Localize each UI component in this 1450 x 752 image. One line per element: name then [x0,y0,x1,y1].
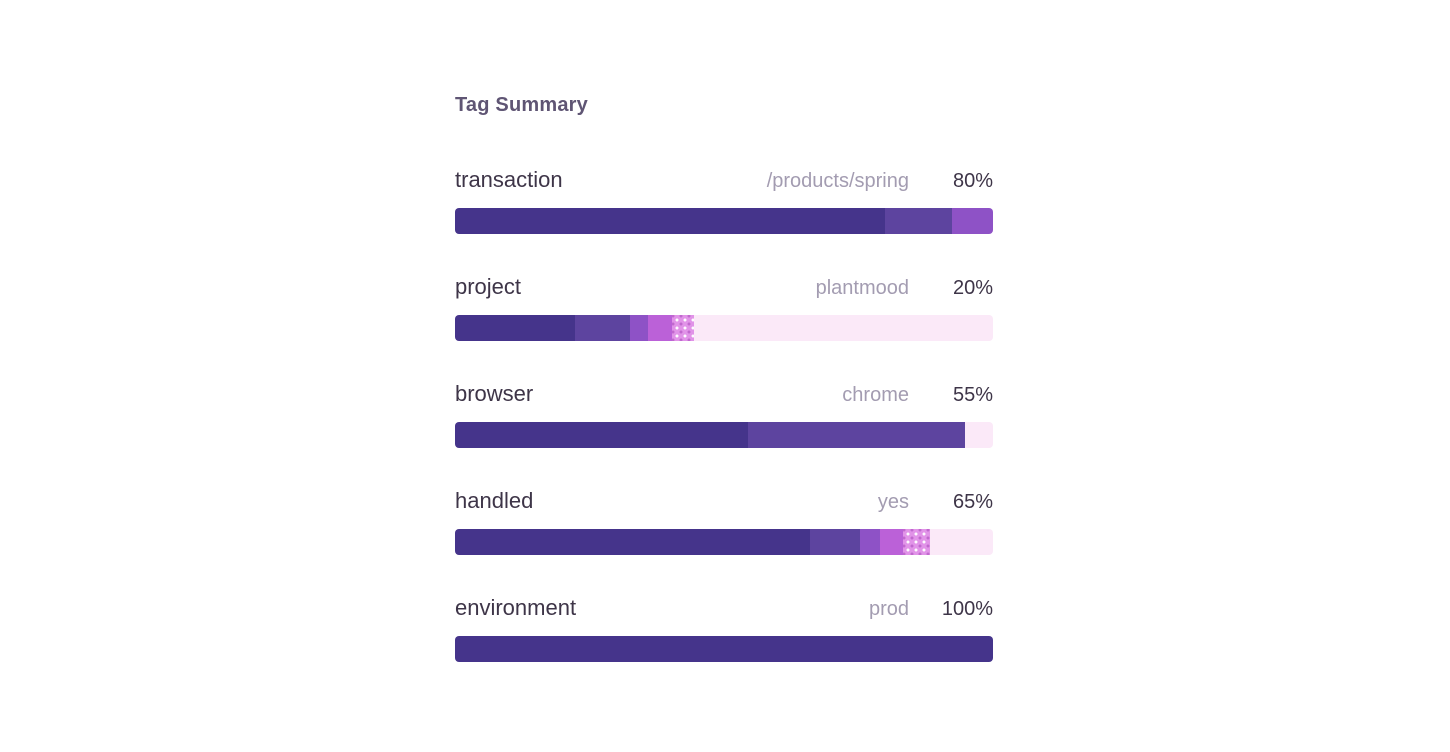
tag-row: project plantmood 20% [455,274,993,341]
bar-segment[interactable] [455,636,993,662]
tag-top-value: prod [868,598,909,620]
bar-segment[interactable] [629,315,648,341]
tag-percent: 65% [952,491,993,513]
tag-top-value: plantmood [815,277,909,299]
bar-segment[interactable] [455,422,749,448]
tag-top-value: /products/spring [766,170,909,192]
tag-name-link[interactable]: transaction [455,167,563,192]
tag-row-header: project plantmood 20% [455,274,993,301]
tag-name-link[interactable]: browser [455,381,534,406]
tag-name-link[interactable]: environment [455,595,577,620]
bar-segment-other[interactable] [903,529,931,555]
tag-row-header: handled yes 65% [455,488,993,515]
bar-segment[interactable] [574,315,630,341]
tag-row: transaction /products/spring 80% [455,167,993,234]
bar-segment[interactable] [455,315,575,341]
bar-segment[interactable] [810,529,861,555]
tag-name-link[interactable]: handled [455,488,534,513]
tag-percent: 80% [952,170,993,192]
bar-segment[interactable] [885,208,952,234]
bar-segment[interactable] [880,529,904,555]
tag-rows-list: transaction /products/spring 80% project… [455,167,993,662]
tag-percent: 100% [941,598,993,620]
tag-distribution-bar[interactable] [455,529,993,555]
tag-summary-panel: Tag Summary transaction /products/spring… [455,93,993,702]
tag-distribution-bar[interactable] [455,422,993,448]
tag-distribution-bar[interactable] [455,315,993,341]
tag-percent: 20% [952,277,993,299]
tag-distribution-bar[interactable] [455,208,993,234]
panel-title: Tag Summary [455,94,588,116]
tag-row-header: browser chrome 55% [455,381,993,408]
tag-distribution-bar[interactable] [455,636,993,662]
tag-row: handled yes 65% [455,488,993,555]
tag-top-value: chrome [842,384,909,406]
tag-row: browser chrome 55% [455,381,993,448]
tag-top-value: yes [877,491,909,513]
bar-segment[interactable] [647,315,673,341]
bar-segment[interactable] [455,529,811,555]
bar-segment-other[interactable] [672,315,695,341]
tag-percent: 55% [952,384,993,406]
bar-segment[interactable] [951,208,993,234]
bar-segment[interactable] [748,422,966,448]
tag-row-header: environment prod 100% [455,595,993,622]
tag-row-header: transaction /products/spring 80% [455,167,993,194]
bar-segment[interactable] [860,529,880,555]
bar-segment[interactable] [455,208,886,234]
tag-name-link[interactable]: project [455,274,522,299]
tag-row: environment prod 100% [455,595,993,662]
